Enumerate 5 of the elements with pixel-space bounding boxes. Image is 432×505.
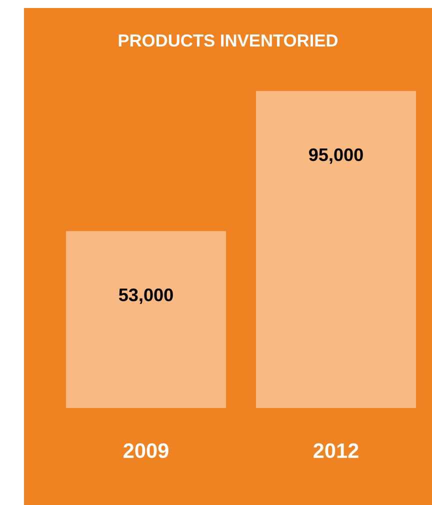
data-label: 53,000	[118, 288, 173, 304]
x-tick-label: 2009	[124, 443, 168, 458]
data-label: 95,000	[309, 148, 363, 164]
chart-title: PRODUCTS INVENTORIED	[118, 34, 338, 47]
x-tick-label: 2012	[314, 443, 358, 458]
